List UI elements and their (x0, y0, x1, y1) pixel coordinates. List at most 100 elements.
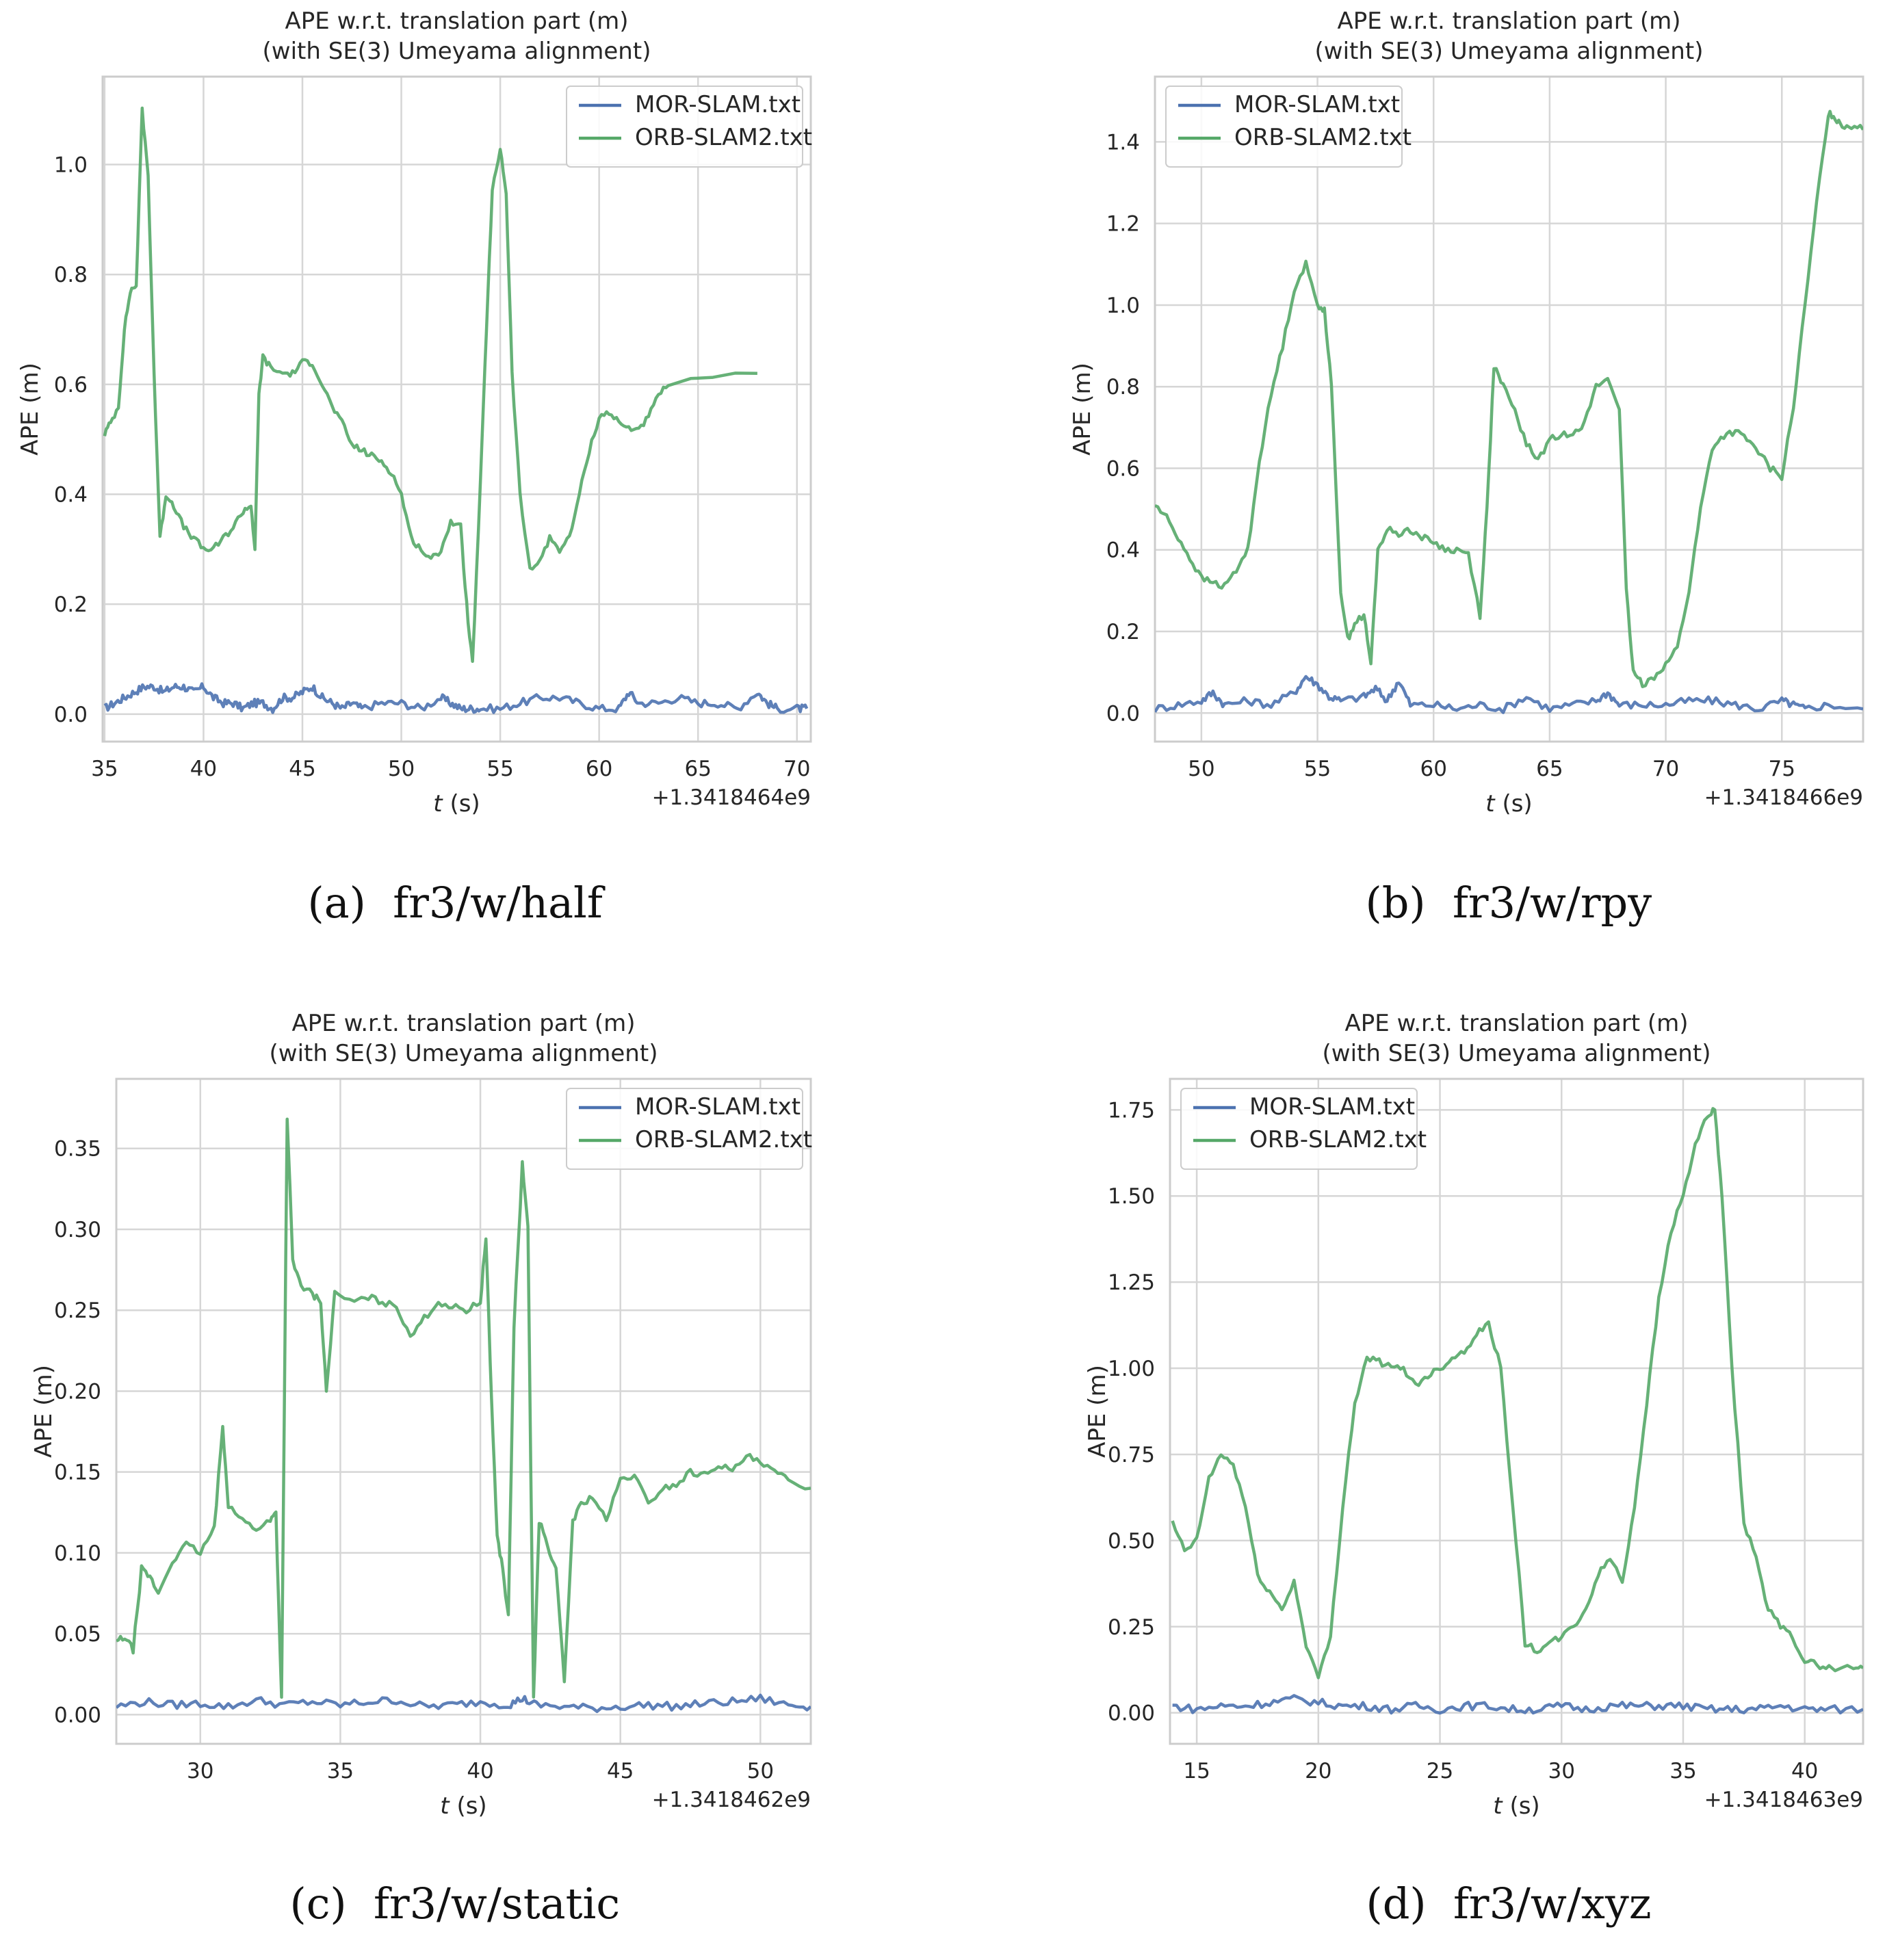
y-tick-label: 0.8 (54, 263, 88, 287)
x-tick-label: 70 (783, 757, 810, 781)
chart-title-line: APE w.r.t. translation part (m) (292, 1010, 636, 1037)
legend-label: MOR-SLAM.txt (1234, 91, 1400, 118)
chart-title-line: APE w.r.t. translation part (m) (1338, 8, 1681, 35)
x-tick-label: 55 (1304, 757, 1331, 781)
series-line-orb-slam2 (116, 1117, 811, 1699)
x-offset-label: +1.3418466e9 (1704, 785, 1863, 810)
subfigure-caption-a: (a) fr3/w/half (307, 878, 603, 928)
y-tick-label: 1.0 (1106, 293, 1140, 318)
y-axis-label: APE (m) (1084, 1365, 1111, 1458)
chart-title-line: (with SE(3) Umeyama alignment) (270, 1040, 658, 1067)
plot-area (1155, 77, 1863, 742)
x-axis-label: t (s) (1485, 790, 1532, 818)
y-tick-label: 1.75 (1108, 1098, 1155, 1123)
x-tick-label: 60 (586, 757, 612, 781)
x-offset-label: +1.3418463e9 (1704, 1788, 1863, 1812)
x-tick-label: 40 (467, 1759, 493, 1783)
y-tick-label: 0.00 (1108, 1701, 1155, 1726)
y-tick-label: 1.25 (1108, 1270, 1155, 1295)
x-offset-label: +1.3418462e9 (652, 1788, 811, 1812)
chart-panel-d: APE w.r.t. translation part (m) (with SE(… (1084, 1010, 1864, 1820)
x-axis-label: t (s) (440, 1792, 486, 1820)
x-tick-label: 35 (327, 1759, 354, 1783)
y-tick-label: 1.00 (1108, 1357, 1155, 1381)
y-tick-label: 0.75 (1108, 1443, 1155, 1467)
y-tick-label: 0.10 (54, 1541, 101, 1566)
chart-title-line: APE w.r.t. translation part (m) (285, 8, 629, 35)
legend-box (566, 1088, 803, 1170)
y-tick-label: 0.6 (1106, 456, 1140, 481)
legend-box (1180, 1088, 1418, 1170)
series-line-mor-slam (1172, 1694, 1863, 1715)
y-tick-label: 0.6 (54, 373, 88, 397)
legend-label: ORB-SLAM2.txt (1234, 124, 1412, 151)
y-tick-label: 0.20 (54, 1379, 101, 1404)
x-tick-label: 25 (1427, 1759, 1453, 1783)
x-axis-label: t (s) (1493, 1792, 1539, 1820)
y-tick-label: 0.50 (1108, 1529, 1155, 1554)
x-offset-label: +1.3418464e9 (652, 785, 811, 810)
series-line-orb-slam2 (1171, 1107, 1863, 1680)
y-axis-label: APE (m) (30, 1365, 57, 1458)
y-tick-label: 0.0 (1106, 701, 1140, 726)
legend-label: MOR-SLAM.txt (1249, 1093, 1415, 1121)
plot-area (116, 1079, 811, 1744)
y-tick-label: 0.30 (54, 1218, 101, 1242)
x-tick-label: 65 (684, 757, 711, 781)
legend-box (1165, 86, 1403, 168)
x-tick-label: 30 (187, 1759, 213, 1783)
x-tick-label: 15 (1183, 1759, 1210, 1783)
y-tick-label: 1.2 (1106, 212, 1140, 237)
x-tick-label: 40 (1791, 1759, 1818, 1783)
series-line-mor-slam (103, 682, 809, 714)
y-tick-label: 0.05 (54, 1622, 101, 1647)
y-tick-label: 1.0 (54, 153, 88, 178)
subfigure-caption-b: (b) fr3/w/rpy (1365, 878, 1652, 928)
plot-area (1170, 1079, 1863, 1744)
plot-frame (115, 1077, 812, 1745)
chart-panel-a: APE w.r.t. translation part (m) (with SE(… (16, 8, 812, 818)
x-tick-label: 50 (1188, 757, 1214, 781)
subfigure-caption-d: (d) fr3/w/xyz (1366, 1879, 1652, 1929)
chart-title-line: (with SE(3) Umeyama alignment) (263, 38, 651, 65)
y-tick-label: 0.00 (54, 1703, 101, 1727)
subfigure-caption-c: (c) fr3/w/static (289, 1879, 621, 1929)
plot-frame (101, 75, 812, 743)
y-tick-label: 1.4 (1106, 130, 1140, 155)
x-tick-label: 35 (1669, 1759, 1696, 1783)
chart-panel-b: APE w.r.t. translation part (m) (with SE(… (1069, 8, 1864, 818)
x-tick-label: 30 (1548, 1759, 1575, 1783)
chart-title-line: (with SE(3) Umeyama alignment) (1323, 1040, 1711, 1067)
legend-label: ORB-SLAM2.txt (635, 1126, 812, 1153)
y-tick-label: 0.25 (54, 1298, 101, 1323)
y-tick-label: 0.25 (1108, 1615, 1155, 1640)
x-tick-label: 70 (1652, 757, 1679, 781)
plot-frame (1154, 75, 1864, 743)
series-line-mor-slam (116, 1693, 811, 1714)
x-tick-label: 65 (1536, 757, 1563, 781)
x-tick-label: 50 (747, 1759, 774, 1783)
y-tick-label: 0.0 (54, 703, 88, 727)
y-tick-label: 0.15 (54, 1461, 101, 1485)
y-tick-label: 0.4 (54, 483, 88, 508)
legend-box (566, 86, 803, 168)
y-axis-label: APE (m) (1069, 363, 1096, 456)
x-tick-label: 55 (486, 757, 513, 781)
chart-title-line: (with SE(3) Umeyama alignment) (1315, 38, 1704, 65)
x-tick-label: 45 (289, 757, 315, 781)
chart-panel-c: APE w.r.t. translation part (m) (with SE(… (30, 1010, 812, 1820)
y-tick-label: 1.50 (1108, 1184, 1155, 1209)
y-tick-label: 0.2 (54, 592, 88, 617)
series-line-mor-slam (1155, 675, 1863, 714)
x-tick-label: 50 (388, 757, 415, 781)
x-axis-label: t (s) (433, 790, 480, 818)
series-line-orb-slam2 (1155, 109, 1863, 688)
y-tick-label: 0.2 (1106, 620, 1140, 644)
chart-title-line: APE w.r.t. translation part (m) (1345, 1010, 1689, 1037)
x-tick-label: 40 (190, 757, 217, 781)
x-tick-label: 20 (1305, 1759, 1331, 1783)
x-tick-label: 35 (91, 757, 118, 781)
x-tick-label: 45 (607, 1759, 634, 1783)
y-axis-label: APE (m) (16, 363, 44, 456)
